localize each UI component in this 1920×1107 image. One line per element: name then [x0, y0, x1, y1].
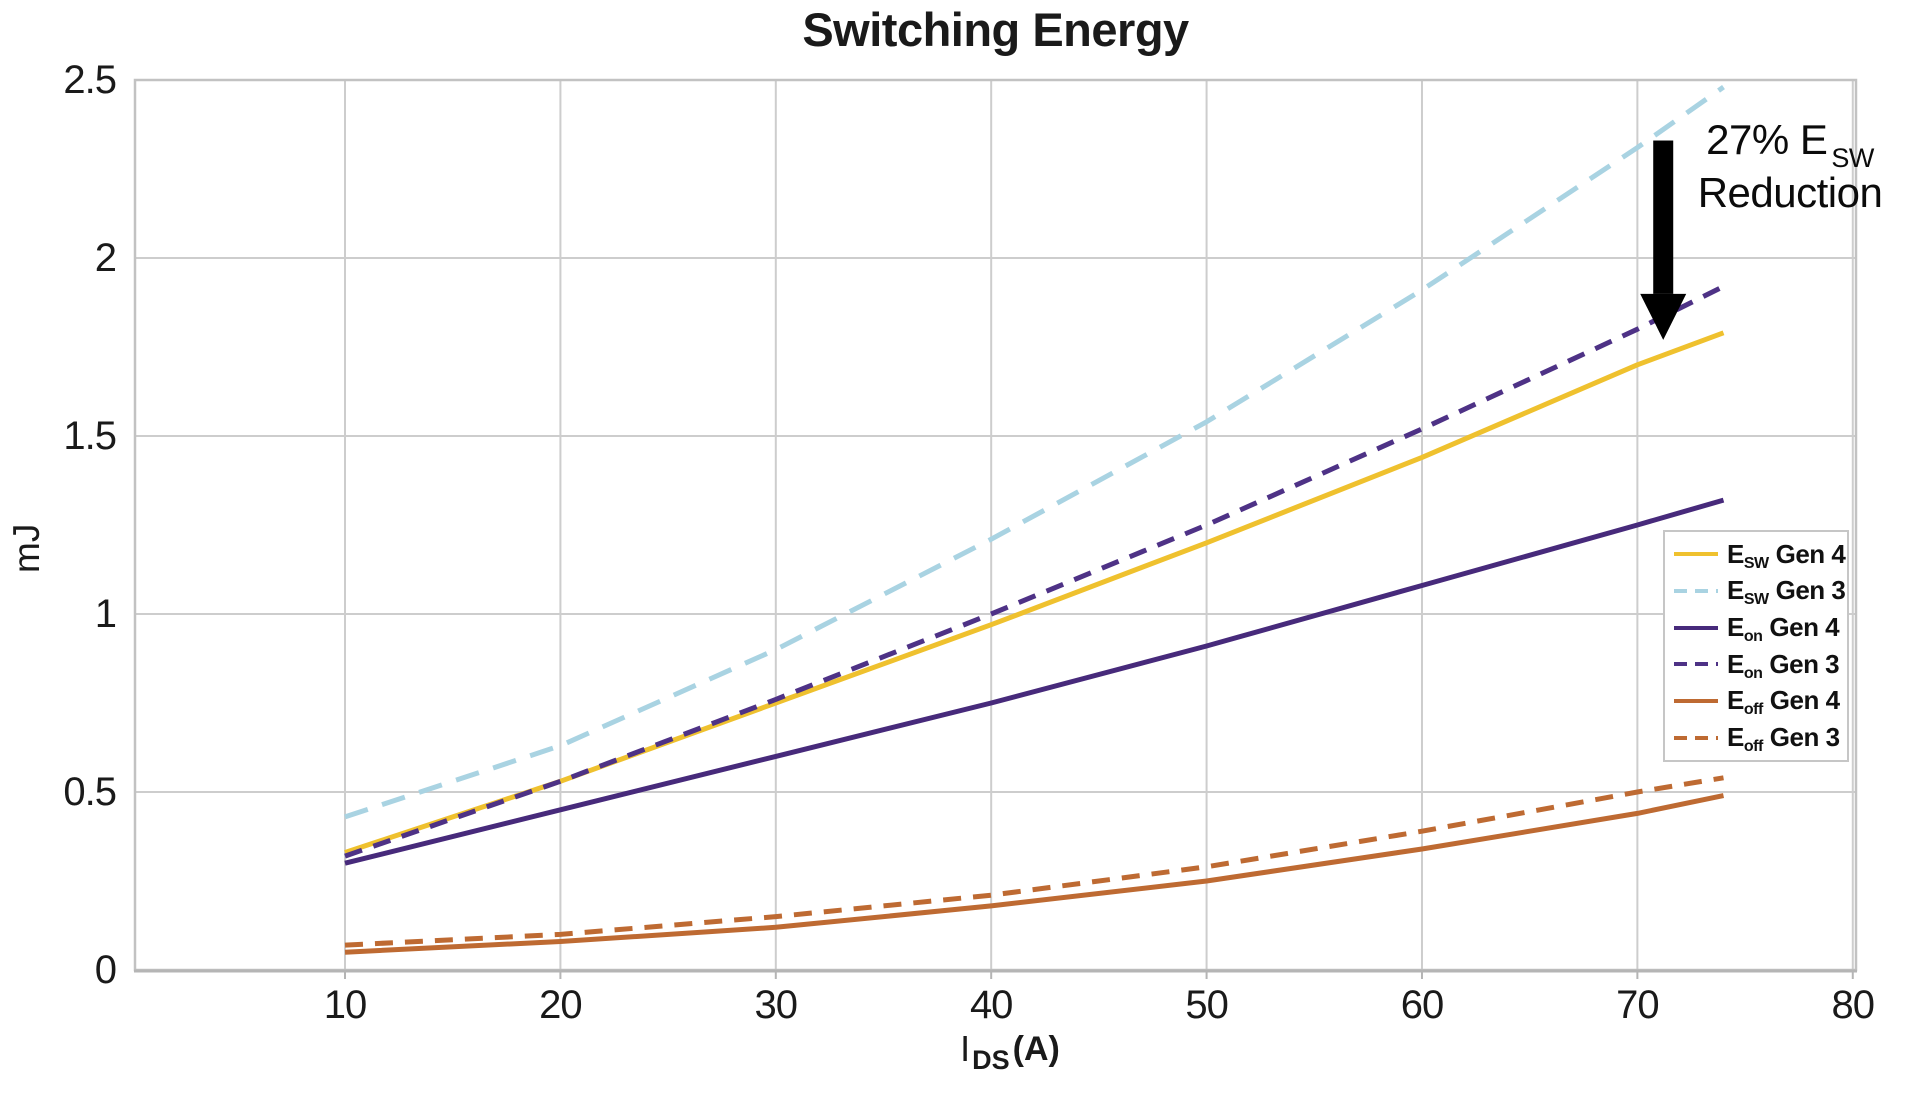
- annotation-line2: Reduction: [1697, 169, 1883, 216]
- x-tick-label-10: 10: [323, 983, 368, 1027]
- legend-label: Eon Gen 3: [1727, 648, 1840, 682]
- legend-label: ESW Gen 3: [1727, 575, 1846, 609]
- annotation-line1: 27% E: [1706, 116, 1828, 163]
- legend-label: Eoff Gen 4: [1727, 685, 1840, 719]
- legend-item-eon-gen3: Eon Gen 3: [1674, 648, 1841, 682]
- x-tick-label-70: 70: [1616, 983, 1660, 1027]
- y-tick-label-2.5: 2.5: [63, 58, 117, 102]
- legend-item-eoff-gen4: Eoff Gen 4: [1674, 685, 1841, 719]
- x-tick-label-50: 50: [1185, 983, 1229, 1027]
- curve-eoff-gen4: [344, 793, 1725, 955]
- curve-esw-gen4: [344, 330, 1725, 855]
- legend-label: ESW Gen 4: [1727, 538, 1846, 572]
- y-tick-label-0.5: 0.5: [63, 770, 117, 814]
- legend-item-eon-gen4: Eon Gen 4: [1674, 612, 1841, 646]
- legend-line-sample-dashed: [1674, 735, 1718, 740]
- x-tick-label-30: 30: [754, 983, 799, 1027]
- x-axis-unit: (A): [1012, 1030, 1060, 1068]
- legend-label: Eon Gen 4: [1727, 612, 1840, 646]
- y-axis-label: mJ: [6, 523, 47, 573]
- chart-title: Switching Energy: [802, 3, 1189, 56]
- y-tick-label-1.5: 1.5: [63, 414, 117, 458]
- curve-eon-gen3: [344, 284, 1725, 859]
- reduction-arrow-shaft: [1653, 140, 1674, 294]
- legend-item-esw-gen4: ESW Gen 4: [1674, 539, 1846, 572]
- legend-line-sample-dashed: [1674, 588, 1718, 593]
- legend-item-esw-gen3: ESW Gen 3: [1674, 575, 1846, 608]
- x-tick-label-40: 40: [969, 983, 1014, 1027]
- legend-line-sample-solid: [1674, 625, 1718, 630]
- legend-line-sample-solid: [1674, 698, 1718, 703]
- x-axis-label: I DS (A): [930, 1028, 1090, 1075]
- legend: ESW Gen 4 ESW Gen 3 Eon Gen 4 Eon Gen 3 Eoff Gen …: [1663, 530, 1849, 762]
- legend-label: Eoff Gen 3: [1727, 722, 1840, 756]
- reduction-annotation: 27% E SW Reduction: [1668, 116, 1912, 217]
- y-tick-label-0: 0: [94, 948, 117, 992]
- x-tick-label-80: 80: [1831, 983, 1876, 1027]
- curve-esw-gen3: [344, 85, 1725, 820]
- y-tick-label-1: 1: [94, 592, 117, 636]
- legend-line-sample-solid: [1674, 552, 1718, 557]
- curve-eon-gen4: [344, 497, 1725, 866]
- x-tick-label-60: 60: [1400, 983, 1445, 1027]
- annotation-line1-subscript: SW: [1831, 143, 1874, 173]
- legend-line-sample-dashed: [1674, 662, 1718, 667]
- curve-eoff-gen3: [344, 775, 1724, 948]
- legend-item-eoff-gen3: Eoff Gen 3: [1674, 722, 1841, 756]
- x-axis-symbol: I: [960, 1028, 971, 1069]
- y-tick-label-2: 2: [94, 236, 117, 280]
- x-axis-subscript: DS: [972, 1045, 1010, 1075]
- x-tick-label-20: 20: [539, 983, 583, 1027]
- reduction-arrow-head: [1640, 293, 1687, 340]
